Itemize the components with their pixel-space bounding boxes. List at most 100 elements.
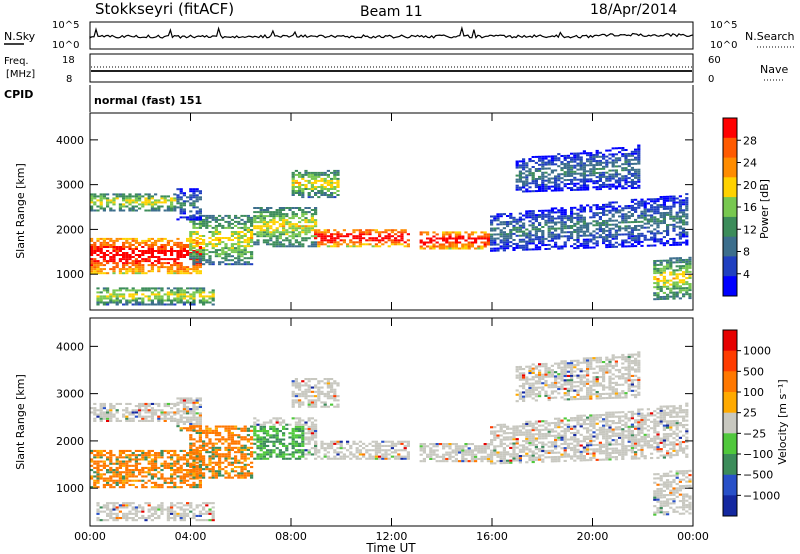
heatmap-cell — [275, 453, 279, 456]
heatmap-cell — [243, 263, 247, 266]
heatmap-cell — [310, 213, 314, 216]
heatmap-cell — [589, 240, 593, 243]
heatmap-cell — [141, 297, 145, 300]
heatmap-cell — [330, 382, 334, 385]
heatmap-cell — [518, 186, 522, 189]
heatmap-cell — [122, 486, 126, 489]
heatmap-cell — [563, 185, 567, 188]
heatmap-cell — [304, 449, 308, 452]
heatmap-cell — [202, 291, 206, 294]
freq-left-tick-top: 18 — [62, 55, 75, 66]
heatmap-cell — [166, 199, 170, 202]
heatmap-cell — [109, 419, 113, 422]
heatmap-cell — [461, 243, 465, 246]
heatmap-cell — [186, 512, 190, 515]
heatmap-cell — [669, 295, 673, 298]
heatmap-cell — [531, 218, 535, 221]
heatmap-cell — [653, 234, 657, 237]
heatmap-cell — [125, 466, 129, 469]
heatmap-cell — [333, 177, 337, 180]
heatmap-cell — [554, 183, 558, 186]
heatmap-cell — [298, 221, 302, 224]
heatmap-cell — [125, 289, 129, 292]
heatmap-cell — [339, 233, 343, 236]
heatmap-cell — [102, 405, 106, 408]
heatmap-cell — [566, 168, 570, 171]
heatmap-cell — [192, 408, 196, 411]
heatmap-cell — [595, 228, 599, 231]
heatmap-cell — [160, 289, 164, 292]
heatmap-cell — [224, 438, 228, 441]
heatmap-cell — [182, 295, 186, 298]
heatmap-cell — [643, 202, 647, 205]
heatmap-cell — [211, 293, 215, 296]
heatmap-cell — [531, 226, 535, 229]
heatmap-cell — [131, 252, 135, 254]
heatmap-cell — [131, 209, 135, 212]
heatmap-cell — [186, 244, 190, 246]
heatmap-cell — [534, 182, 538, 185]
heatmap-cell — [662, 230, 666, 233]
heatmap-cell — [90, 260, 94, 263]
heatmap-cell — [560, 187, 564, 190]
heatmap-cell — [115, 517, 119, 520]
heatmap-cell — [528, 174, 532, 177]
heatmap-cell — [467, 245, 471, 248]
heatmap-cell — [125, 460, 129, 463]
heatmap-cell — [189, 237, 193, 239]
heatmap-cell — [141, 246, 145, 248]
heatmap-cell — [602, 205, 606, 208]
heatmap-cell — [390, 235, 394, 238]
heatmap-cell — [554, 187, 558, 190]
heatmap-cell — [560, 223, 564, 226]
heatmap-cell — [493, 217, 497, 220]
heatmap-cell — [218, 474, 222, 477]
heatmap-cell — [317, 229, 321, 232]
heatmap-cell — [170, 477, 174, 480]
heatmap-cell — [179, 192, 183, 195]
heatmap-cell — [637, 170, 641, 173]
heatmap-cell — [198, 208, 202, 211]
heatmap-cell — [672, 203, 676, 206]
heatmap-cell — [579, 184, 583, 187]
heatmap-cell — [243, 468, 247, 471]
heatmap-cell — [237, 436, 241, 439]
heatmap-cell — [179, 244, 183, 246]
heatmap-cell — [362, 237, 366, 240]
heatmap-cell — [131, 419, 135, 422]
heatmap-cell — [237, 239, 241, 241]
heatmap-cell — [291, 436, 295, 439]
heatmap-cell — [333, 455, 337, 458]
heatmap-cell — [131, 473, 135, 476]
heatmap-cell — [250, 235, 254, 237]
heatmap-cell — [125, 303, 129, 306]
heatmap-cell — [234, 466, 238, 469]
heatmap-cell — [627, 211, 631, 214]
heatmap-cell — [570, 212, 574, 215]
heatmap-cell — [307, 451, 311, 454]
heatmap-cell — [589, 160, 593, 163]
heatmap-cell — [227, 451, 231, 454]
heatmap-cell — [218, 253, 222, 256]
heatmap-cell — [653, 200, 657, 203]
heatmap-cell — [250, 461, 254, 464]
heatmap-cell — [461, 237, 465, 240]
heatmap-cell — [310, 229, 314, 232]
heatmap-cell — [240, 444, 244, 447]
heatmap-cell — [230, 446, 234, 449]
heatmap-cell — [157, 477, 161, 480]
heatmap-cell — [202, 459, 206, 462]
heatmap-cell — [157, 258, 161, 261]
heatmap-cell — [227, 442, 231, 445]
heatmap-cell — [266, 239, 270, 242]
heatmap-cell — [486, 243, 490, 246]
heatmap-cell — [317, 171, 321, 174]
heatmap-cell — [323, 237, 327, 240]
heatmap-cell — [614, 237, 618, 240]
heatmap-cell — [221, 425, 225, 428]
heatmap-cell — [112, 517, 116, 520]
heatmap-cell — [438, 247, 442, 250]
heatmap-cell — [602, 153, 606, 156]
heatmap-cell — [314, 378, 318, 381]
heatmap-cell — [128, 479, 132, 482]
